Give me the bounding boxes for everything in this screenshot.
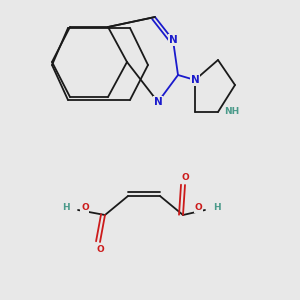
Text: O: O xyxy=(81,203,89,212)
Text: O: O xyxy=(96,245,104,254)
Text: O: O xyxy=(181,172,189,182)
Text: N: N xyxy=(190,75,200,85)
Text: N: N xyxy=(154,97,162,107)
Text: H: H xyxy=(62,203,70,212)
Text: O: O xyxy=(194,203,202,212)
Text: NH: NH xyxy=(224,107,239,116)
Text: H: H xyxy=(213,203,220,212)
Text: N: N xyxy=(169,35,177,45)
